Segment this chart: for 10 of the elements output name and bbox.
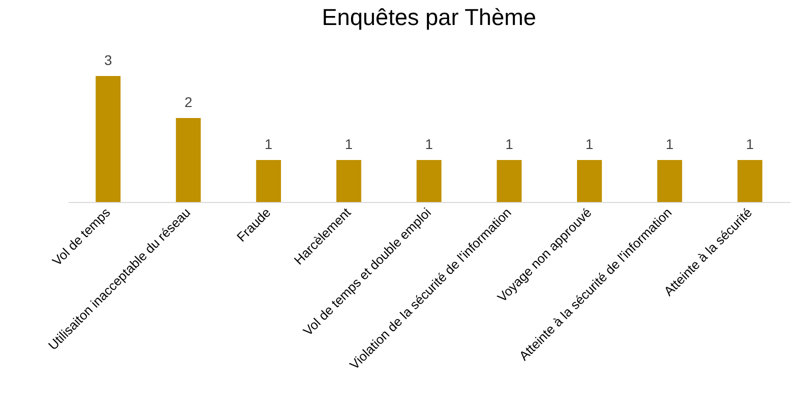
data-label: 1 (264, 136, 273, 152)
data-label: 1 (505, 136, 514, 152)
chart-title: Enquêtes par Thème (322, 4, 536, 30)
data-label: 2 (184, 94, 192, 110)
data-label: 3 (104, 52, 112, 68)
data-label: 1 (746, 136, 754, 152)
data-label: 1 (344, 136, 353, 152)
data-label: 1 (666, 136, 674, 152)
data-label: 1 (425, 136, 434, 152)
data-label: 1 (586, 136, 594, 152)
